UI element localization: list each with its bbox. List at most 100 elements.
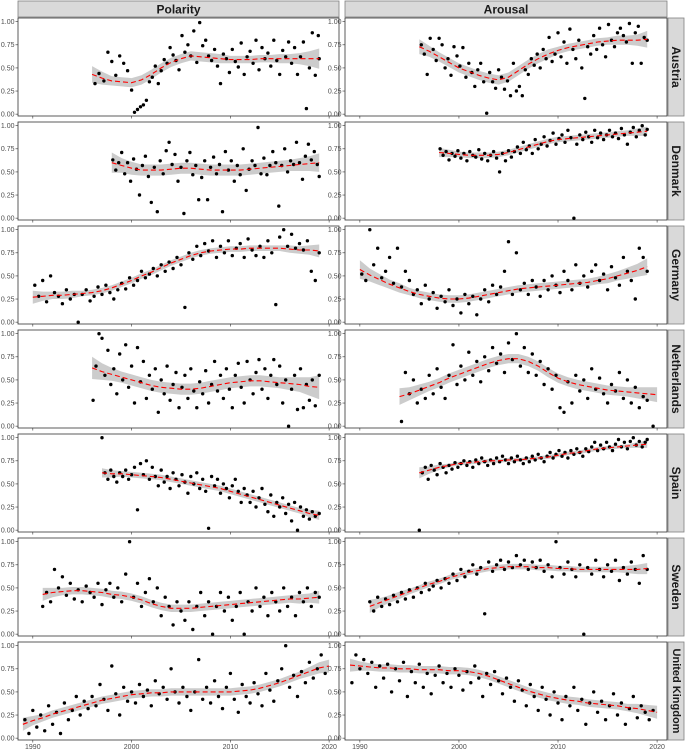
data-point	[438, 147, 442, 151]
panel-spain-arousal: 0.00 0.25 0.50 0.75 1.00	[328, 433, 668, 535]
data-point	[192, 389, 196, 393]
data-point	[483, 288, 487, 292]
data-point	[634, 135, 638, 139]
data-point	[437, 664, 441, 668]
data-point	[309, 604, 313, 609]
data-point	[171, 382, 175, 387]
data-point	[432, 468, 436, 472]
data-point	[23, 718, 27, 722]
data-point	[171, 53, 175, 57]
data-point	[461, 45, 465, 50]
data-point	[522, 281, 526, 285]
y-tick-label: 1.00	[328, 331, 342, 338]
data-point	[647, 718, 651, 722]
data-point	[523, 68, 527, 72]
data-point	[137, 193, 142, 197]
trend-line	[419, 443, 648, 474]
data-point	[637, 439, 641, 444]
data-point	[224, 685, 229, 689]
data-point	[100, 336, 104, 340]
trend-line	[91, 367, 320, 390]
data-point	[116, 586, 120, 590]
data-point	[122, 61, 126, 65]
trend-line	[419, 38, 648, 81]
y-tick-label: 0.25	[1, 608, 15, 615]
y-tick-label: 0.25	[328, 296, 342, 303]
data-point	[256, 692, 260, 696]
data-point	[617, 370, 622, 375]
data-point	[469, 681, 473, 685]
data-point	[636, 24, 640, 28]
data-point	[31, 708, 35, 713]
data-point	[621, 396, 626, 401]
data-point	[135, 107, 140, 112]
data-point	[234, 604, 238, 609]
row-label-united-kingdom: United Kingdom	[670, 649, 682, 734]
data-point	[111, 158, 115, 162]
data-point	[286, 40, 291, 44]
x-tick-label: 1990	[25, 744, 41, 751]
x-tick-label: 2000	[124, 744, 140, 751]
data-point	[227, 70, 232, 75]
data-point	[112, 297, 116, 301]
data-point	[490, 345, 495, 350]
data-point	[210, 239, 215, 243]
data-point	[121, 378, 125, 382]
data-point	[506, 240, 511, 244]
y-tick-label: 0.75	[1, 458, 15, 465]
data-point	[486, 463, 490, 468]
data-point	[76, 320, 80, 324]
data-point	[251, 489, 255, 493]
y-tick-label: 0.50	[1, 585, 15, 592]
data-point	[245, 359, 249, 364]
data-point	[530, 151, 534, 156]
data-point	[291, 673, 296, 677]
data-point	[97, 71, 101, 76]
panel-frame	[344, 329, 668, 429]
data-point	[189, 708, 193, 713]
data-point	[239, 385, 243, 389]
data-point	[285, 604, 290, 609]
trend-line	[111, 162, 320, 171]
data-point	[419, 302, 423, 306]
data-point	[125, 699, 130, 703]
confidence-band	[102, 468, 320, 520]
data-point	[197, 657, 201, 662]
data-point	[112, 474, 116, 479]
x-tick-label: 2020	[649, 744, 665, 751]
y-tick-label: 0.25	[328, 504, 342, 511]
data-point	[140, 163, 145, 168]
y-tick-label: 0.25	[1, 88, 15, 95]
data-point	[581, 137, 585, 142]
data-point	[269, 493, 273, 497]
data-point	[415, 288, 419, 292]
data-point	[628, 439, 632, 444]
data-point	[224, 57, 229, 61]
data-point	[611, 692, 616, 696]
data-point	[603, 718, 608, 722]
y-tick-label: 0.75	[1, 666, 15, 673]
data-point	[427, 373, 431, 377]
data-point	[569, 136, 573, 140]
data-point	[422, 52, 426, 56]
data-point	[295, 407, 300, 412]
data-point	[121, 474, 125, 479]
data-point	[270, 251, 274, 255]
data-point	[310, 378, 314, 382]
data-point	[617, 283, 622, 287]
y-tick-label: 0.50	[1, 377, 15, 384]
data-point	[530, 352, 534, 356]
data-point	[260, 387, 264, 391]
data-point	[167, 140, 171, 144]
data-point	[465, 463, 469, 468]
data-point	[245, 55, 249, 59]
data-point	[559, 55, 563, 59]
data-point	[467, 350, 471, 354]
data-point	[474, 155, 478, 159]
data-point	[303, 154, 308, 158]
data-point	[168, 486, 172, 491]
data-point	[125, 161, 130, 165]
data-point	[92, 294, 96, 298]
data-point	[455, 54, 459, 58]
